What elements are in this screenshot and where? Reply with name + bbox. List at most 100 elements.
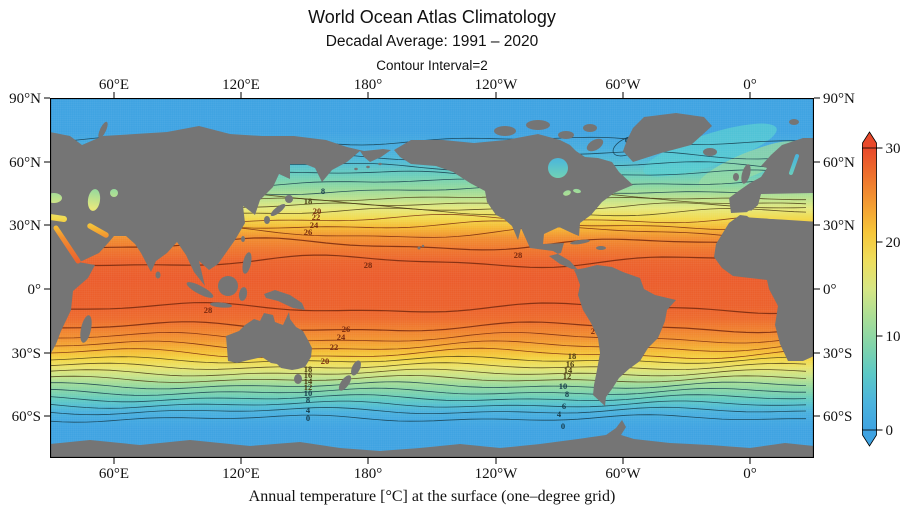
caspian-sea [87, 189, 101, 211]
aleutian-3 [354, 167, 358, 171]
new-zealand-south [338, 375, 352, 391]
contour-label-0: 0 [561, 421, 565, 431]
colorbar-arrow-top [862, 131, 877, 150]
colorbar-arrow-bottom [862, 428, 877, 447]
contour-label-18: 18 [304, 196, 313, 206]
contour-label-0: 0 [306, 413, 310, 423]
hainan [217, 247, 223, 251]
north-america [394, 134, 633, 270]
great-lakes-1 [563, 190, 571, 196]
lon-label-top: 0° [743, 77, 757, 93]
contour-label-10: 10 [559, 381, 568, 391]
lon-label-bottom: 120°W [475, 466, 518, 482]
contour-26-north [50, 237, 807, 251]
new-zealand-north [351, 360, 361, 376]
lon-label-bottom: 120°E [222, 466, 260, 482]
europe [729, 138, 814, 213]
lat-label-right: 0° [823, 282, 837, 298]
contour-label-12: 12 [563, 371, 572, 381]
baltic-sea [789, 154, 799, 175]
contour-22-south [50, 340, 807, 352]
lat-label-right: 30°S [823, 346, 852, 362]
contour-label-26: 26 [342, 324, 351, 334]
lat-label-right: 60°N [823, 155, 855, 171]
svalbard [789, 119, 799, 125]
contour-label-4: 4 [306, 405, 311, 415]
lon-label-top: 180° [354, 77, 383, 93]
contour-10-south [50, 381, 807, 390]
contour-8-south [50, 387, 806, 396]
japan-kyushu [264, 216, 270, 224]
greenland [623, 113, 712, 162]
contour-label-16: 16 [566, 359, 575, 369]
colorbar-tick-label: 20 [886, 235, 901, 251]
contour-4-south [50, 400, 807, 409]
contour-label-20: 20 [313, 206, 322, 216]
contour-label-28: 28 [204, 305, 213, 315]
contour-20-south [50, 347, 807, 359]
great-britain [741, 164, 751, 184]
java [210, 302, 232, 308]
contour-label-8: 8 [321, 186, 325, 196]
contour-14-south [50, 368, 807, 377]
contour-label-8: 8 [565, 389, 569, 399]
contour-label-24: 24 [337, 332, 346, 342]
map-canvas: 2828262620222418802826242220181614121084… [50, 98, 814, 458]
figure-caption: Annual temperature [°C] at the surface (… [248, 488, 616, 505]
aral-sea [110, 189, 118, 197]
lon-label-bottom: 60°W [605, 466, 641, 482]
taiwan [241, 236, 245, 242]
arctic-island-4 [583, 124, 597, 132]
contour-16-south [50, 362, 807, 371]
baffin-island [586, 138, 604, 152]
lon-label-top: 60°W [605, 77, 641, 93]
contour-label-14: 14 [304, 376, 313, 386]
contour-label-20: 20 [321, 356, 330, 366]
contour-label-10: 10 [304, 388, 313, 398]
colorbar-tick-label: 10 [886, 329, 901, 345]
contour-6-south [50, 394, 807, 403]
contour-label-4: 4 [557, 409, 562, 419]
contour-0-south [50, 414, 807, 423]
contour-24-south [50, 331, 807, 344]
contour-label-28: 28 [514, 250, 523, 260]
contour-label-6: 6 [562, 401, 566, 411]
lat-label-left: 30°S [12, 346, 41, 362]
hawaii-2 [421, 244, 425, 248]
colorbar-tick-label: 30 [886, 141, 901, 157]
lat-label-right: 30°N [823, 218, 855, 234]
mediterranean-west [746, 210, 814, 222]
contour-18-south [50, 355, 807, 364]
contour-interval-note: Contour Interval=2 [376, 58, 488, 73]
lat-label-left: 0° [28, 282, 42, 298]
lat-label-right: 60°S [823, 409, 852, 425]
south-america [574, 265, 676, 406]
figure-title: World Ocean Atlas Climatology [308, 7, 556, 27]
contour-label-18: 18 [568, 351, 577, 361]
lon-label-top: 60°E [99, 77, 129, 93]
contour-28-north [50, 254, 807, 269]
lon-label-bottom: 60°E [99, 466, 129, 482]
map-border [50, 98, 814, 458]
inland-waters [50, 154, 814, 264]
sri-lanka [155, 271, 161, 279]
contour-label-26: 26 [304, 227, 313, 237]
lat-label-left: 60°N [9, 155, 41, 171]
contour-label-14: 14 [564, 365, 573, 375]
tasmania [294, 374, 302, 384]
arctic-island-2 [526, 120, 550, 130]
new-guinea [264, 290, 305, 310]
great-lakes-2 [573, 188, 581, 194]
lat-label-right: 90°N [823, 91, 855, 107]
madagascar [80, 315, 92, 343]
lat-label-left: 30°N [9, 218, 41, 234]
figure-subtitle: Decadal Average: 1991 – 2020 [325, 33, 539, 50]
contour-label-22: 22 [330, 342, 339, 352]
mediterranean-east [50, 214, 67, 222]
japan-hokkaido [285, 195, 293, 203]
lat-label-left: 60°S [12, 409, 41, 425]
contour-label-18: 18 [304, 364, 313, 374]
sulawesi [238, 287, 248, 301]
